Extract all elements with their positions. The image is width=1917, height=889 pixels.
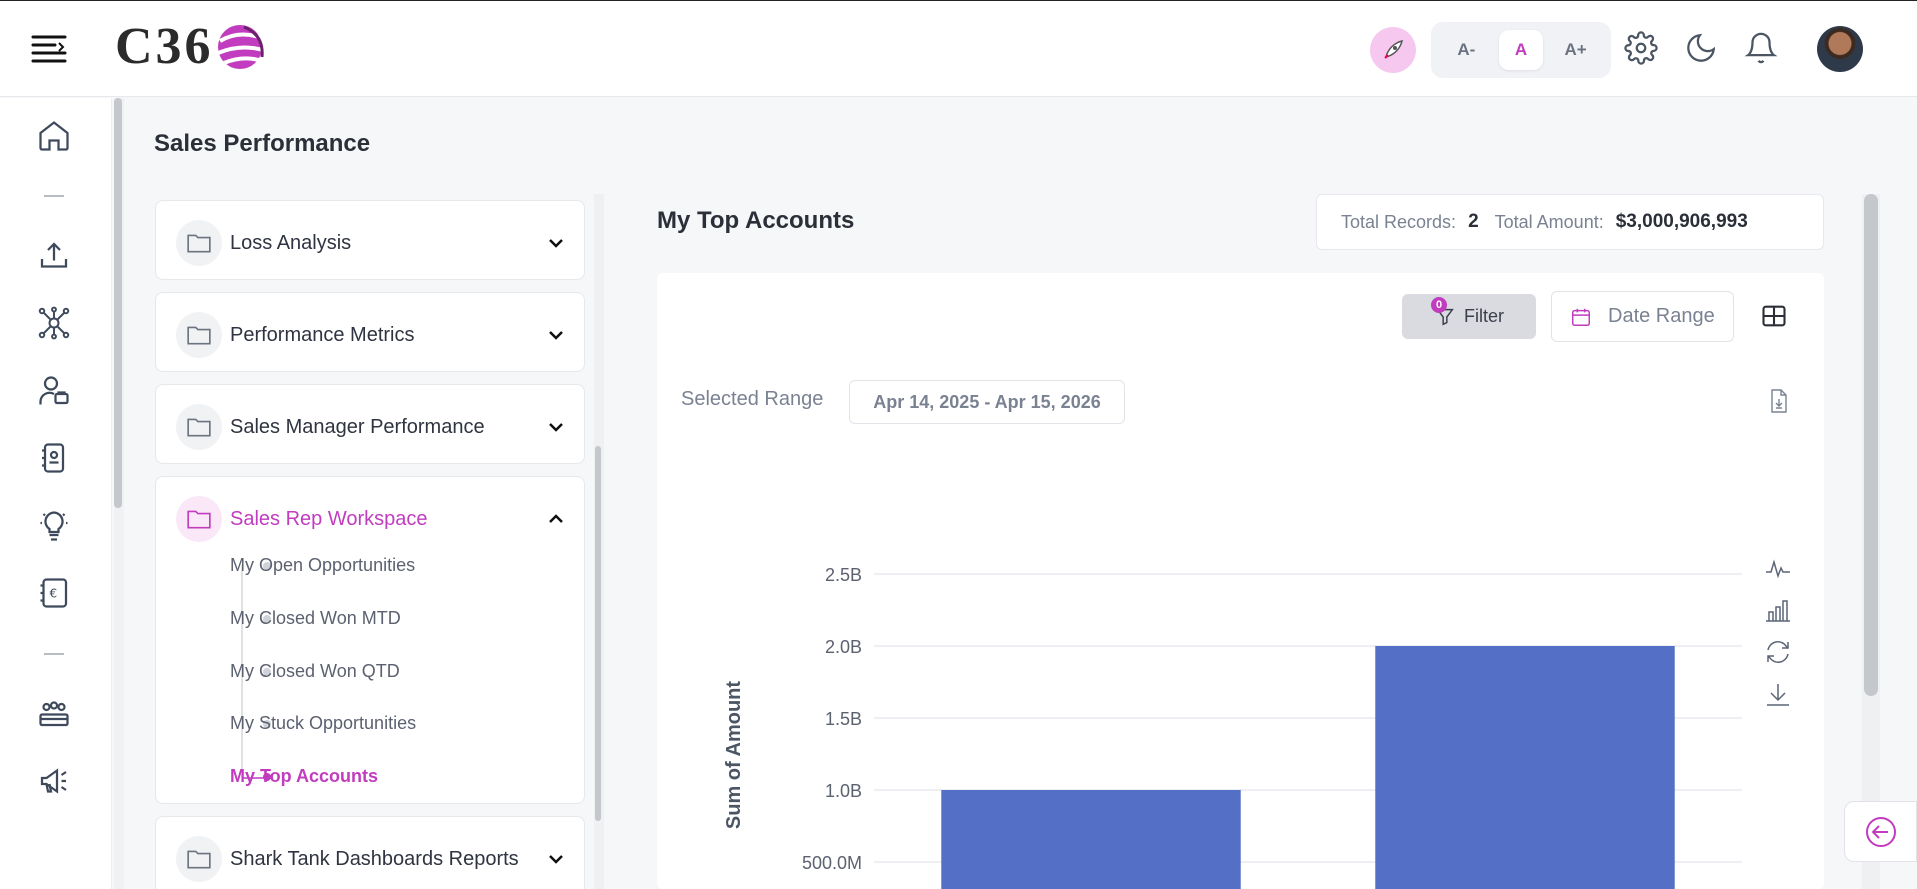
bell-icon[interactable] (1744, 31, 1778, 65)
category-title: Performance Metrics (230, 323, 415, 346)
folder-icon (176, 496, 222, 542)
export-document-icon[interactable] (1769, 389, 1789, 413)
category-title: Loss Analysis (230, 231, 352, 254)
refresh-icon[interactable] (1764, 638, 1792, 666)
selected-range-label: Selected Range (681, 388, 824, 410)
chevron-down-icon[interactable] (544, 231, 568, 255)
category-card-performance-metrics: Performance Metrics (155, 292, 585, 372)
date-range-button[interactable]: Date Range (1551, 291, 1734, 342)
bar[interactable] (1375, 646, 1675, 889)
date-range-label: Date Range (1608, 305, 1715, 327)
total-amount-value: $3,000,906,993 (1615, 211, 1748, 232)
collapse-panel-button[interactable] (1844, 801, 1917, 862)
megaphone-icon[interactable] (36, 763, 72, 799)
category-card-shark-tank: Shark Tank Dashboards Reports (155, 816, 585, 889)
y-tick-label: 1.0B (825, 781, 862, 801)
font-size-group: A- A A+ (1431, 22, 1611, 78)
category-card-loss-analysis: Loss Analysis (155, 200, 585, 280)
folder-icon (176, 404, 222, 450)
y-tick-label: 500.0M (802, 853, 862, 873)
logo-text: C36 (115, 18, 214, 75)
report-link-my-closed-won-qtd[interactable]: My Closed Won QTD (230, 661, 400, 681)
bar[interactable] (941, 790, 1241, 889)
category-card-sales-rep-workspace: Sales Rep Workspace (155, 476, 585, 804)
folder-icon (176, 220, 222, 266)
bar-chart: 2.5B 2.0B 1.5B 1.0B 500.0M Sum of Amount (723, 565, 1742, 889)
y-tick-label: 1.5B (825, 709, 862, 729)
font-increase-button[interactable]: A+ (1564, 40, 1587, 59)
chevron-down-icon[interactable] (544, 323, 568, 347)
category-list-scrollbar-thumb[interactable] (595, 446, 601, 821)
total-amount-label: Total Amount: (1494, 211, 1604, 232)
y-tick-label: 2.0B (825, 637, 862, 657)
app-logo[interactable]: C36 (115, 17, 270, 77)
category-header[interactable]: Sales Manager Performance (176, 403, 568, 451)
selected-range-value: Apr 14, 2025 - Apr 15, 2026 (849, 380, 1125, 424)
line-chart-icon[interactable] (1764, 554, 1792, 582)
network-icon[interactable] (36, 305, 72, 341)
rail-divider (44, 653, 64, 655)
invoice-icon[interactable]: € (36, 575, 72, 611)
folder-icon (176, 312, 222, 358)
report-title: My Top Accounts (657, 207, 855, 234)
logo-globe-icon (216, 25, 267, 69)
user-avatar[interactable] (1817, 26, 1863, 72)
report-link-my-top-accounts[interactable]: My Top Accounts (230, 766, 378, 786)
filter-icon (1436, 308, 1454, 326)
category-card-sales-manager-performance: Sales Manager Performance (155, 384, 585, 464)
total-records-label: Total Records: (1341, 211, 1457, 232)
category-header[interactable]: Performance Metrics (176, 311, 568, 359)
upload-icon[interactable] (36, 238, 72, 274)
gear-icon[interactable] (1624, 31, 1658, 65)
rail-divider (44, 195, 64, 197)
category-header[interactable]: Sales Rep Workspace (176, 495, 568, 543)
moon-icon[interactable] (1684, 31, 1718, 65)
y-axis-label: Sum of Amount (723, 681, 745, 829)
font-default-button[interactable]: A (1498, 30, 1543, 70)
arrow-left-circle-icon (1865, 816, 1896, 847)
tree-bullet (263, 668, 271, 676)
team-icon[interactable] (36, 695, 72, 731)
page-title: Sales Performance (154, 130, 371, 157)
category-title: Sales Manager Performance (230, 415, 485, 438)
menu-toggle-icon[interactable] (31, 33, 67, 65)
report-scrollbar-thumb[interactable] (1864, 194, 1878, 696)
icon-rail (0, 98, 112, 889)
category-header[interactable]: Shark Tank Dashboards Reports (176, 835, 568, 883)
category-header[interactable]: Loss Analysis (176, 219, 568, 267)
contact-card-icon[interactable] (36, 440, 72, 476)
total-records-value: 2 (1468, 211, 1479, 232)
folder-icon (176, 836, 222, 882)
calendar-icon (1572, 308, 1590, 326)
category-title: Shark Tank Dashboards Reports (230, 847, 519, 870)
tree-bullet (263, 720, 271, 728)
grid-layout-icon[interactable] (1760, 302, 1788, 330)
category-title: Sales Rep Workspace (230, 507, 428, 530)
rail-scrollbar-thumb[interactable] (114, 98, 122, 508)
top-header: C36 A- A A+ (0, 0, 1917, 97)
chevron-down-icon[interactable] (544, 415, 568, 439)
filter-count-badge: 0 (1431, 297, 1447, 313)
tree-bullet (263, 562, 271, 570)
lightbulb-icon[interactable] (36, 508, 72, 544)
bar-chart-icon[interactable] (1764, 596, 1792, 624)
chevron-up-icon[interactable] (544, 507, 568, 531)
filter-button[interactable]: Filter (1402, 294, 1536, 339)
rocket-icon[interactable] (1370, 27, 1416, 73)
report-link-my-open-opportunities[interactable]: My Open Opportunities (230, 555, 416, 575)
chevron-down-icon[interactable] (544, 847, 568, 871)
report-link-my-closed-won-mtd[interactable]: My Closed Won MTD (230, 608, 401, 628)
font-decrease-button[interactable]: A- (1457, 40, 1476, 59)
download-icon[interactable] (1764, 681, 1792, 709)
tree-bullet (263, 615, 271, 623)
report-link-my-stuck-opportunities[interactable]: My Stuck Opportunities (230, 713, 417, 733)
tree-bullet-active (263, 773, 271, 781)
filter-label: Filter (1464, 306, 1504, 326)
totals-summary: Total Records: 2 Total Amount: $3,000,90… (1316, 194, 1824, 250)
home-icon[interactable] (36, 118, 72, 154)
svg-text:€: € (50, 587, 58, 601)
y-tick-label: 2.5B (825, 565, 862, 585)
user-briefcase-icon[interactable] (36, 373, 72, 409)
